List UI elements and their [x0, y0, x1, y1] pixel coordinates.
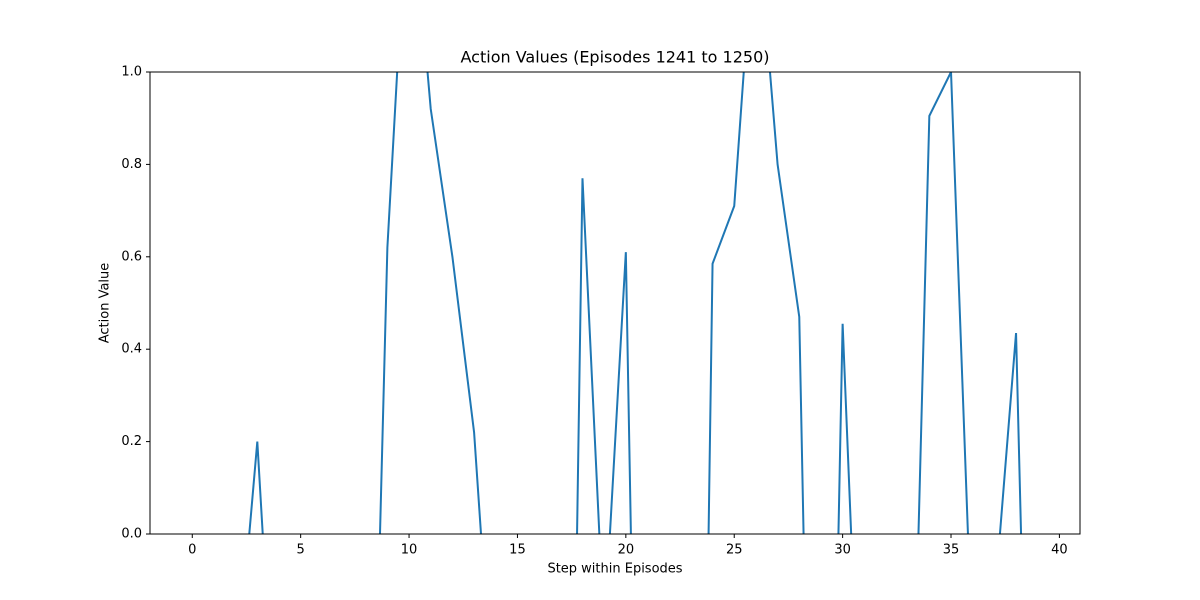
y-tick-label: 0.2 [121, 434, 142, 449]
y-tick-label: 0.6 [121, 249, 142, 264]
y-axis-label: Action Value [98, 263, 113, 344]
x-tick-label: 0 [188, 543, 196, 558]
y-tick-label: 0.4 [121, 342, 142, 357]
x-tick-label: 15 [509, 543, 526, 558]
x-tick-label: 40 [1051, 543, 1068, 558]
y-tick-label: 0.8 [121, 157, 142, 172]
x-tick-label: 10 [401, 543, 418, 558]
x-tick-label: 30 [834, 543, 851, 558]
x-tick-label: 20 [618, 543, 635, 558]
x-tick-label: 35 [943, 543, 960, 558]
x-tick-label: 5 [297, 543, 305, 558]
y-tick-label: 1.0 [121, 65, 142, 80]
data-line [248, 72, 1023, 534]
chart-title: Action Values (Episodes 1241 to 1250) [461, 48, 770, 67]
x-tick-label: 25 [726, 543, 743, 558]
plot-frame [149, 71, 1081, 535]
y-tick-label: 0.0 [121, 527, 142, 542]
x-axis-label: Step within Episodes [547, 562, 682, 577]
